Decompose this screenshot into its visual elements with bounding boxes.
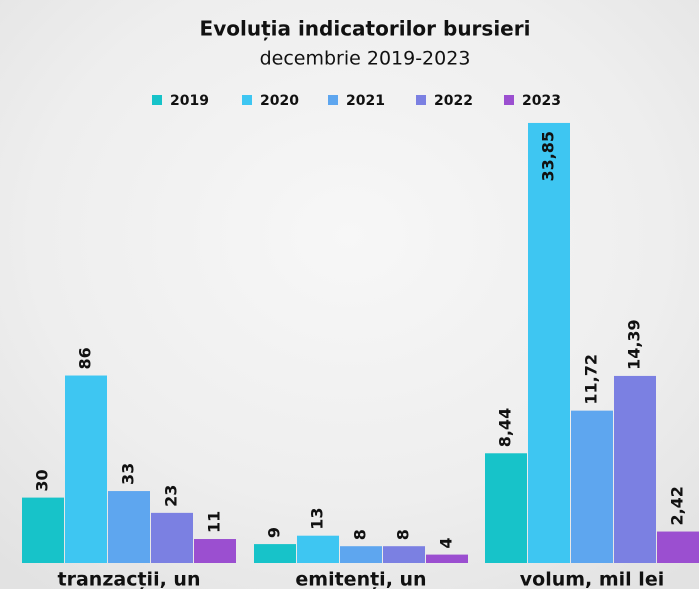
bar [108, 491, 150, 563]
legend-swatch [504, 95, 514, 105]
value-label: 33,85 [539, 131, 558, 182]
x-tick-label: volum, mil lei [520, 569, 664, 589]
value-label: 4 [437, 537, 456, 548]
bar [151, 512, 193, 563]
value-label: 9 [265, 527, 284, 538]
value-label: 14,39 [625, 319, 644, 370]
bar [65, 375, 107, 563]
chart-title: Evoluția indicatorilor bursieri [200, 17, 531, 41]
bar [383, 546, 425, 563]
legend-swatch [242, 95, 252, 105]
legend-swatch [328, 95, 338, 105]
value-label: 33 [119, 463, 138, 485]
value-label: 8 [351, 529, 370, 540]
x-tick-label: emitenți, un [295, 569, 426, 589]
bar [254, 544, 296, 563]
bar [22, 497, 64, 563]
value-label: 11,72 [582, 354, 601, 405]
bar [657, 531, 699, 563]
value-label: 86 [76, 347, 95, 369]
value-label: 8 [394, 529, 413, 540]
value-label: 2,42 [668, 486, 687, 525]
bar [485, 453, 527, 563]
legend-swatch [152, 95, 162, 105]
bar [528, 122, 570, 563]
legend-label: 2019 [170, 93, 209, 109]
legend-label: 2020 [260, 93, 299, 109]
bar [571, 410, 613, 563]
legend-label: 2022 [434, 93, 473, 109]
bar [340, 546, 382, 563]
value-label: 30 [33, 469, 52, 491]
bar [297, 535, 339, 563]
bar [194, 539, 236, 563]
bar [614, 375, 656, 563]
value-label: 8,44 [496, 408, 515, 447]
legend-label: 2023 [522, 93, 561, 109]
bar [426, 554, 468, 563]
chart-subtitle: decembrie 2019-2023 [260, 48, 471, 70]
x-tick-label: tranzacții, un [58, 569, 201, 589]
value-label: 13 [308, 507, 327, 529]
legend-swatch [416, 95, 426, 105]
value-label: 23 [162, 485, 181, 507]
legend-label: 2021 [346, 93, 385, 109]
value-label: 11 [205, 511, 224, 533]
